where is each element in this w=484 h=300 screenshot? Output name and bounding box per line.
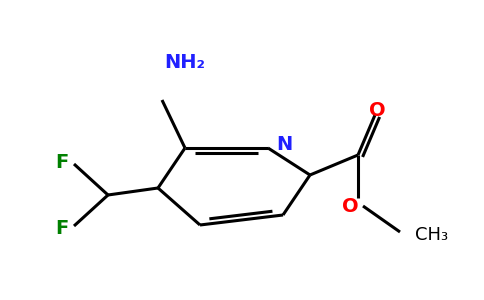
Text: F: F bbox=[55, 152, 69, 172]
Text: N: N bbox=[276, 134, 292, 154]
Text: O: O bbox=[369, 100, 385, 119]
Text: O: O bbox=[342, 196, 358, 215]
Text: CH₃: CH₃ bbox=[415, 226, 448, 244]
Text: NH₂: NH₂ bbox=[165, 52, 206, 71]
Text: F: F bbox=[55, 218, 69, 238]
